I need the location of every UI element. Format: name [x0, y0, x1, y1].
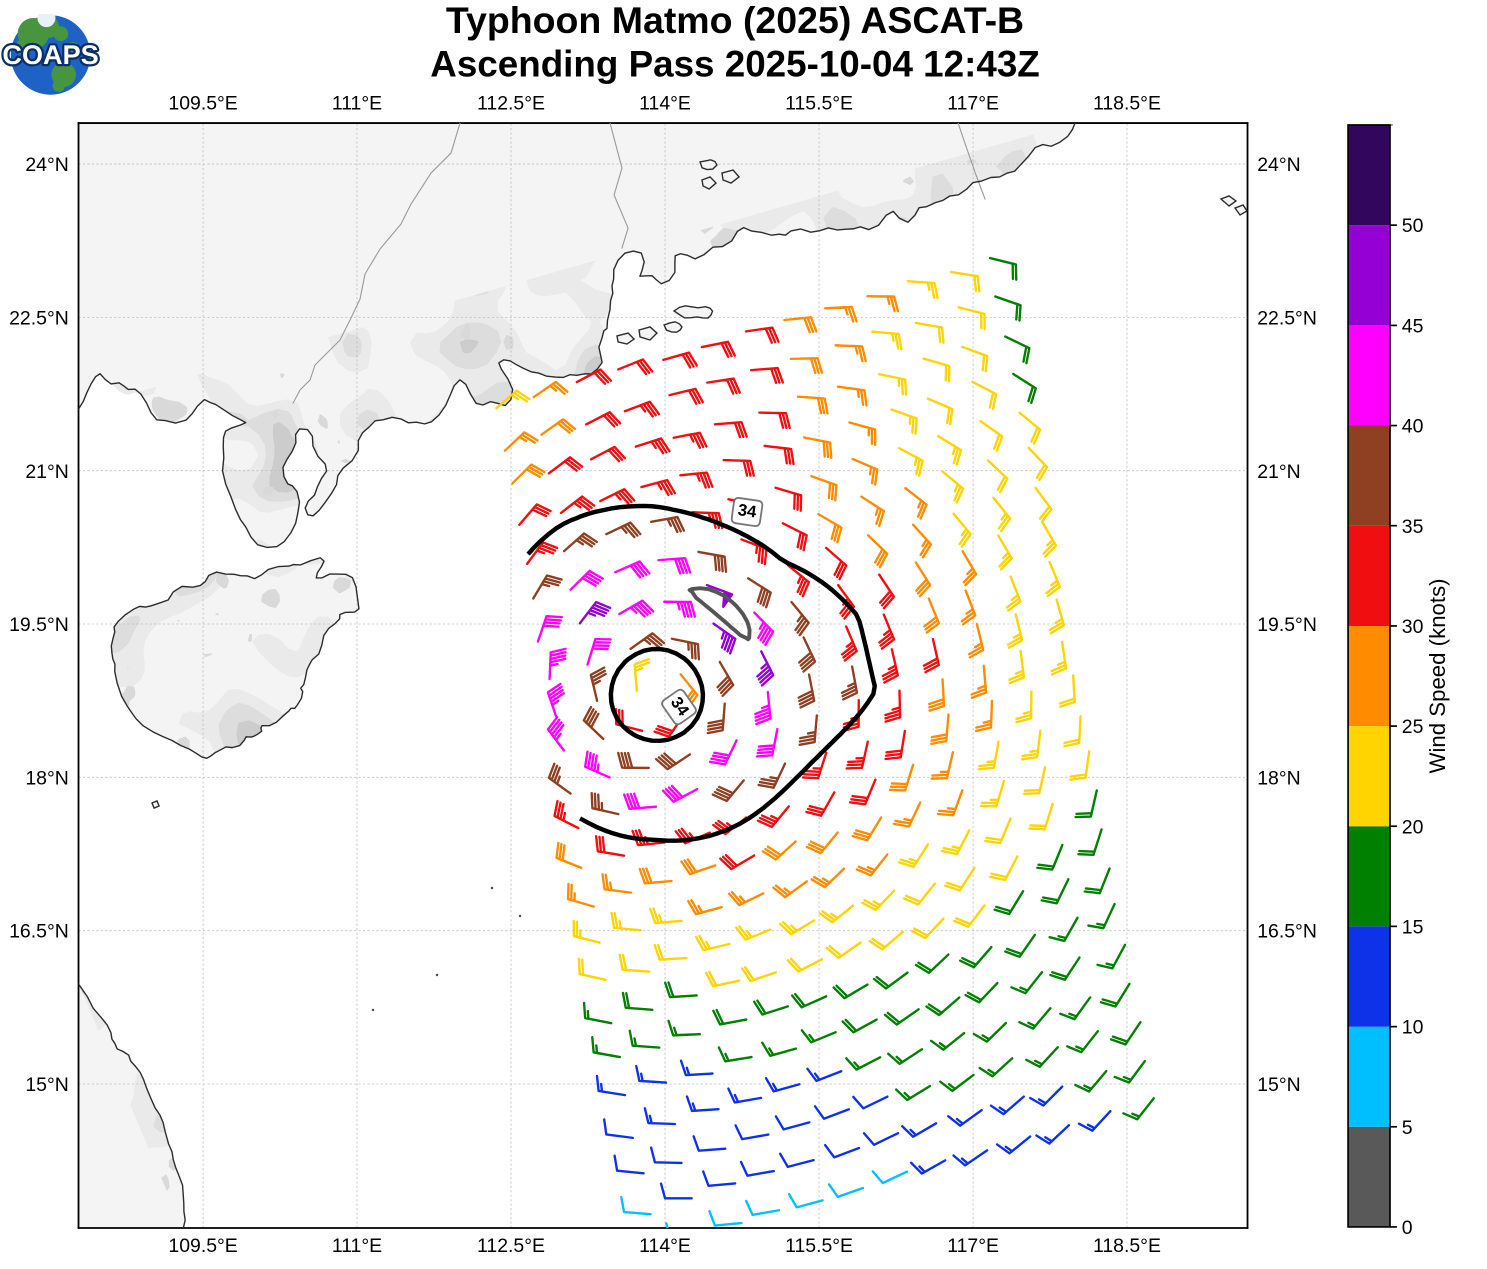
- svg-text:22.5°N: 22.5°N: [9, 307, 69, 329]
- svg-text:0: 0: [1402, 1217, 1413, 1239]
- svg-text:114°E: 114°E: [639, 1235, 691, 1257]
- svg-text:111°E: 111°E: [332, 1235, 382, 1257]
- svg-text:112.5°E: 112.5°E: [477, 1235, 545, 1257]
- svg-text:115.5°E: 115.5°E: [785, 92, 853, 114]
- svg-text:22.5°N: 22.5°N: [1257, 307, 1317, 329]
- svg-text:21°N: 21°N: [25, 461, 68, 483]
- svg-text:21°N: 21°N: [1257, 461, 1300, 483]
- svg-text:117°E: 117°E: [947, 92, 999, 114]
- svg-text:24°N: 24°N: [25, 154, 68, 176]
- svg-text:15: 15: [1402, 916, 1424, 938]
- svg-text:5: 5: [1402, 1117, 1413, 1139]
- svg-text:19.5°N: 19.5°N: [1257, 614, 1317, 636]
- svg-text:45: 45: [1402, 315, 1424, 337]
- svg-text:Typhoon Matmo (2025) ASC: Typhoon Matmo (2025) ASCAT-B: [446, 0, 1024, 41]
- svg-text:15°N: 15°N: [25, 1074, 68, 1096]
- svg-text:24°N: 24°N: [1257, 154, 1300, 176]
- svg-text:118.5°E: 118.5°E: [1093, 92, 1161, 114]
- svg-text:114°E: 114°E: [639, 92, 691, 114]
- svg-text:50: 50: [1402, 215, 1424, 237]
- svg-text:30: 30: [1402, 616, 1424, 638]
- svg-text:Wind Speed (knots): Wind Speed (knots): [1425, 578, 1450, 773]
- svg-text:18°N: 18°N: [25, 767, 68, 789]
- svg-text:109.5°E: 109.5°E: [168, 1235, 237, 1257]
- svg-text:109.5°E: 109.5°E: [168, 92, 237, 114]
- svg-text:19.5°N: 19.5°N: [9, 614, 69, 636]
- svg-text:34: 34: [737, 500, 759, 521]
- svg-text:25: 25: [1402, 716, 1424, 738]
- svg-text:35: 35: [1402, 516, 1424, 538]
- svg-text:111°E: 111°E: [332, 92, 382, 114]
- svg-text:16.5°N: 16.5°N: [9, 921, 69, 943]
- svg-text:40: 40: [1402, 416, 1424, 438]
- svg-text:16.5°N: 16.5°N: [1257, 921, 1317, 943]
- svg-text:117°E: 117°E: [947, 1235, 999, 1257]
- svg-text:18°N: 18°N: [1257, 767, 1300, 789]
- svg-text:115.5°E: 115.5°E: [785, 1235, 853, 1257]
- svg-text:118.5°E: 118.5°E: [1093, 1235, 1161, 1257]
- svg-text:Ascending Pass 2025-10-04 12:4: Ascending Pass 2025-10-04 12:43Z: [430, 44, 1040, 85]
- svg-text:10: 10: [1402, 1017, 1424, 1039]
- svg-text:20: 20: [1402, 816, 1424, 838]
- svg-text:15°N: 15°N: [1257, 1074, 1300, 1096]
- svg-text:112.5°E: 112.5°E: [477, 92, 545, 114]
